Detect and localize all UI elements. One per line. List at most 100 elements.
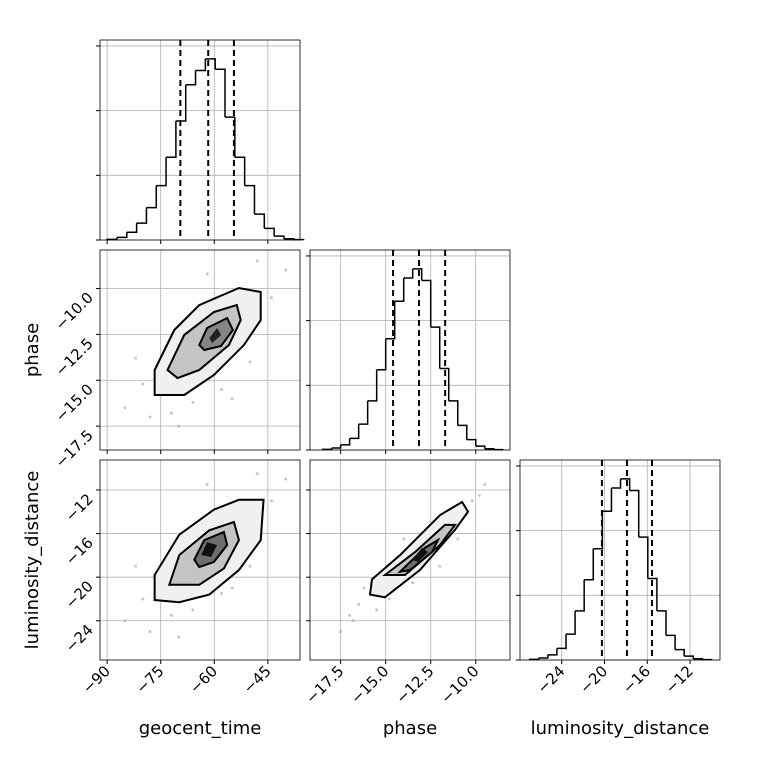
sample-point	[123, 619, 127, 623]
histogram-step	[665, 634, 676, 650]
histogram-step	[457, 424, 468, 440]
sample-point	[269, 499, 273, 503]
histogram-step	[234, 156, 246, 186]
sample-point	[248, 564, 252, 568]
y-tick-label: −15.0	[52, 380, 97, 425]
sample-point	[205, 272, 209, 276]
histogram-step	[175, 84, 187, 122]
sample-point	[438, 564, 442, 568]
histogram-step	[602, 487, 613, 512]
sample-point	[169, 613, 173, 617]
histogram-step	[575, 579, 585, 612]
histogram-step	[448, 400, 459, 426]
histogram-step	[403, 268, 414, 279]
y-tick-label: −16	[62, 534, 97, 569]
x-tick-label: −16	[619, 662, 654, 697]
histogram-step	[547, 648, 558, 656]
sample-point	[219, 387, 223, 391]
x-tick-label: −24	[533, 662, 568, 697]
x-tick-label: −12.5	[392, 662, 437, 707]
x-axis-label: geocent_time	[139, 718, 262, 739]
density-contour	[209, 327, 222, 344]
histogram-step	[367, 369, 378, 402]
histogram-step	[349, 424, 360, 440]
sample-point	[134, 356, 138, 360]
histogram-step	[466, 438, 477, 447]
histogram-step	[283, 237, 295, 240]
sample-point	[470, 499, 474, 503]
sample-point	[230, 586, 234, 590]
sample-point	[205, 483, 209, 487]
sample-point	[255, 472, 259, 476]
x-tick-label: −17.5	[302, 662, 347, 707]
histogram-step	[412, 268, 423, 281]
sample-point	[191, 608, 195, 612]
histogram-step	[538, 654, 549, 659]
y-tick-label: −24	[62, 621, 97, 656]
x-axis-label: luminosity_distance	[531, 718, 710, 739]
density-contour	[381, 523, 458, 576]
panel-frame	[309, 459, 511, 661]
histogram-step	[675, 648, 685, 657]
sample-point	[219, 592, 223, 596]
histogram-step	[116, 232, 128, 239]
y-axis-label: phase	[22, 323, 43, 377]
sample-point	[148, 415, 152, 419]
sample-point	[411, 581, 415, 585]
histogram-step	[264, 227, 275, 237]
histogram-step	[394, 277, 405, 302]
histogram-step	[274, 235, 285, 239]
density-contour	[201, 542, 218, 558]
panel-frame	[519, 459, 721, 661]
sample-point	[348, 613, 352, 617]
sample-point	[134, 564, 138, 568]
x-tick-label: −20	[576, 662, 611, 697]
x-tick-label: −60	[186, 662, 221, 697]
histogram-step	[205, 58, 216, 70]
histogram-step	[146, 185, 157, 209]
histogram-step	[647, 577, 658, 611]
histogram-step	[136, 207, 148, 224]
histogram-step	[340, 438, 351, 446]
sample-point	[456, 537, 460, 541]
sample-point	[357, 602, 361, 606]
density-contour	[411, 547, 429, 562]
histogram-step	[611, 478, 622, 489]
histogram-step	[629, 489, 640, 538]
sample-point	[123, 406, 127, 410]
panel-frame	[99, 459, 301, 661]
histogram-step	[244, 184, 256, 215]
y-tick-label: −17.5	[52, 426, 97, 471]
sample-point	[177, 424, 181, 428]
histogram-step	[358, 400, 369, 425]
histogram-step	[620, 478, 631, 491]
sample-point	[248, 360, 252, 364]
histogram-step	[166, 120, 177, 158]
sample-point	[169, 411, 173, 415]
histogram-step	[254, 213, 266, 229]
x-tick-label: −75	[132, 662, 167, 697]
sample-point	[375, 608, 379, 612]
panel-frame	[309, 249, 511, 451]
sample-point	[255, 259, 259, 263]
sample-point	[269, 296, 273, 300]
histogram-step	[556, 634, 567, 650]
y-tick-label: −20	[62, 577, 97, 612]
x-tick-label: −10.0	[437, 662, 482, 707]
panel-frame	[99, 249, 301, 451]
histogram-step	[439, 367, 450, 401]
histogram-step	[484, 447, 495, 450]
sample-point	[362, 586, 366, 590]
x-tick-label: −45	[240, 662, 275, 697]
sample-point	[141, 382, 145, 386]
sample-point	[284, 477, 288, 481]
sample-point	[483, 483, 487, 487]
histogram-step	[331, 444, 342, 449]
sample-point	[191, 400, 195, 404]
histogram-step	[215, 68, 226, 118]
histogram-step	[156, 157, 167, 187]
histogram-step	[584, 548, 595, 581]
y-tick-label: −12	[62, 490, 97, 525]
histogram-step	[376, 338, 387, 371]
